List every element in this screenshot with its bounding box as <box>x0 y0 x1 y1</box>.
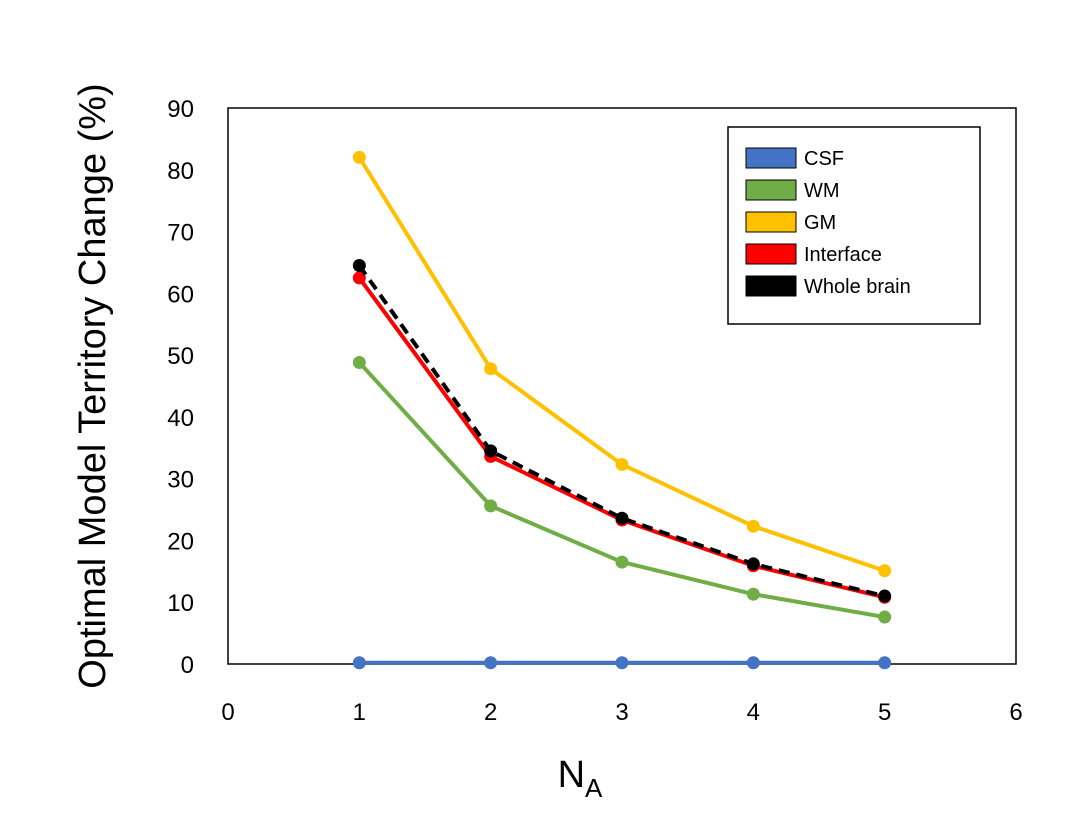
x-tick-label: 0 <box>221 699 234 726</box>
y-tick-label: 20 <box>167 528 194 555</box>
series-line-whole-brain <box>357 264 886 598</box>
data-point-wm <box>746 587 760 601</box>
data-point-wm <box>878 610 892 624</box>
legend-label-gm: GM <box>804 212 836 234</box>
data-point-whole-brain <box>746 557 760 571</box>
y-tick-label: 30 <box>167 467 194 494</box>
y-axis-title: Optimal Model Territory Change (%) <box>72 83 114 688</box>
legend-items: CSF WM GM Interface Whole brain <box>745 147 911 298</box>
data-point-gm <box>746 519 760 533</box>
data-point-wm <box>615 555 629 569</box>
data-point-csf <box>484 656 498 670</box>
series-line-interface <box>357 276 886 600</box>
data-point-csf <box>746 656 760 670</box>
data-point-csf <box>352 656 366 670</box>
series-layer <box>352 150 892 670</box>
y-tick-label: 60 <box>167 281 194 308</box>
data-point-gm <box>352 150 366 164</box>
x-tick-label: 6 <box>1009 699 1022 726</box>
legend-swatch-wm <box>745 179 797 201</box>
data-point-gm <box>484 362 498 376</box>
y-tick-labels: 0 10 20 30 40 50 60 70 80 90 <box>167 96 194 679</box>
data-point-csf <box>615 656 629 670</box>
data-point-whole-brain <box>484 444 498 458</box>
y-tick-label: 70 <box>167 220 194 247</box>
legend-label-whole-brain: Whole brain <box>804 276 911 298</box>
x-tick-label: 1 <box>353 699 366 726</box>
data-point-gm <box>615 457 629 471</box>
legend-swatch-csf <box>745 147 797 169</box>
legend-label-csf: CSF <box>804 148 844 170</box>
legend-swatch-gm <box>745 211 797 233</box>
legend: CSF WM GM Interface Whole brain <box>727 126 981 325</box>
legend-label-wm: WM <box>804 180 840 202</box>
legend-swatch-interface <box>745 243 797 265</box>
data-point-csf <box>878 656 892 670</box>
y-tick-label: 50 <box>167 343 194 370</box>
data-point-wm <box>484 499 498 513</box>
data-point-gm <box>878 564 892 578</box>
data-point-whole-brain <box>352 259 366 273</box>
y-tick-label: 80 <box>167 158 194 185</box>
data-point-interface <box>352 271 366 285</box>
x-axis-title: NA <box>558 754 603 803</box>
x-tick-labels: 0 1 2 3 4 5 6 <box>221 699 1022 726</box>
y-tick-label: 40 <box>167 405 194 432</box>
data-point-whole-brain <box>878 589 892 603</box>
y-tick-label: 10 <box>167 590 194 617</box>
y-tick-label: 90 <box>167 96 194 123</box>
x-tick-label: 4 <box>747 699 760 726</box>
x-axis-title-subscript: A <box>585 773 603 803</box>
legend-label-interface: Interface <box>804 244 882 266</box>
x-tick-label: 3 <box>615 699 628 726</box>
x-tick-label: 2 <box>484 699 497 726</box>
x-tick-label: 5 <box>878 699 891 726</box>
legend-swatch-whole-brain <box>745 275 797 297</box>
data-point-whole-brain <box>615 511 629 525</box>
data-point-wm <box>352 356 366 370</box>
x-axis-title-main: N <box>558 754 585 796</box>
y-tick-label: 0 <box>181 652 194 679</box>
